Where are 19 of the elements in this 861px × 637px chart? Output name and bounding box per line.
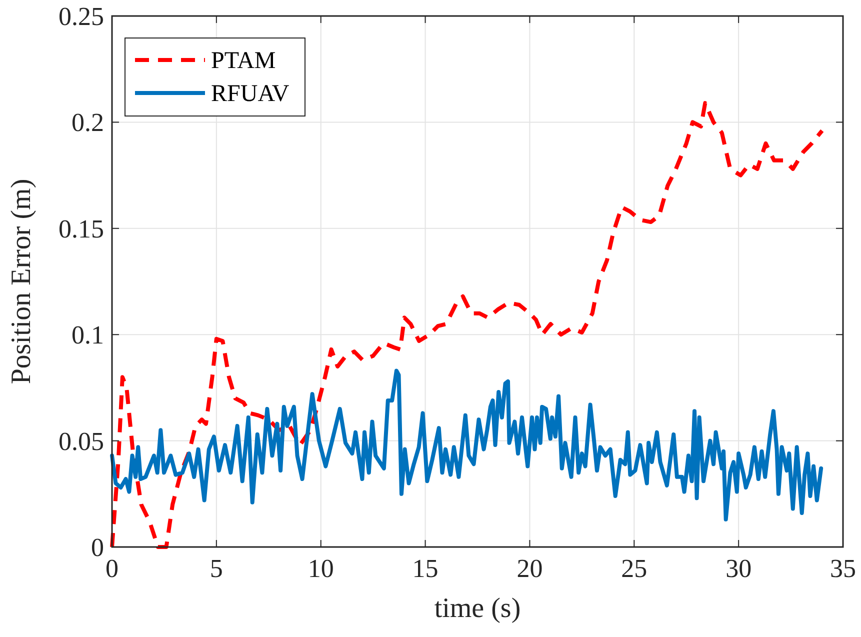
x-tick-label: 15 [412,554,438,583]
line-series [110,368,824,522]
y-axis-title: Position Error (m) [6,178,37,384]
legend-label: RFUAV [211,81,290,107]
x-tick-label: 10 [308,554,334,583]
y-tick-label: 0.15 [58,214,104,244]
x-tick-label: 5 [210,554,223,583]
y-tick-label: 0.1 [72,320,104,350]
y-tick-label: 0.2 [72,108,104,138]
x-tick-label: 35 [830,554,856,583]
y-tick-label: 0 [91,533,104,562]
x-tick-label: 30 [726,554,752,583]
x-tick-label: 20 [516,554,543,583]
y-tick-label: 0.05 [58,426,104,456]
x-axis-title: time (s) [434,593,521,624]
line-series [110,101,824,549]
legend-label: PTAM [211,48,276,74]
x-tick-label: 25 [621,554,648,583]
y-tick-label: 0.25 [58,2,104,31]
